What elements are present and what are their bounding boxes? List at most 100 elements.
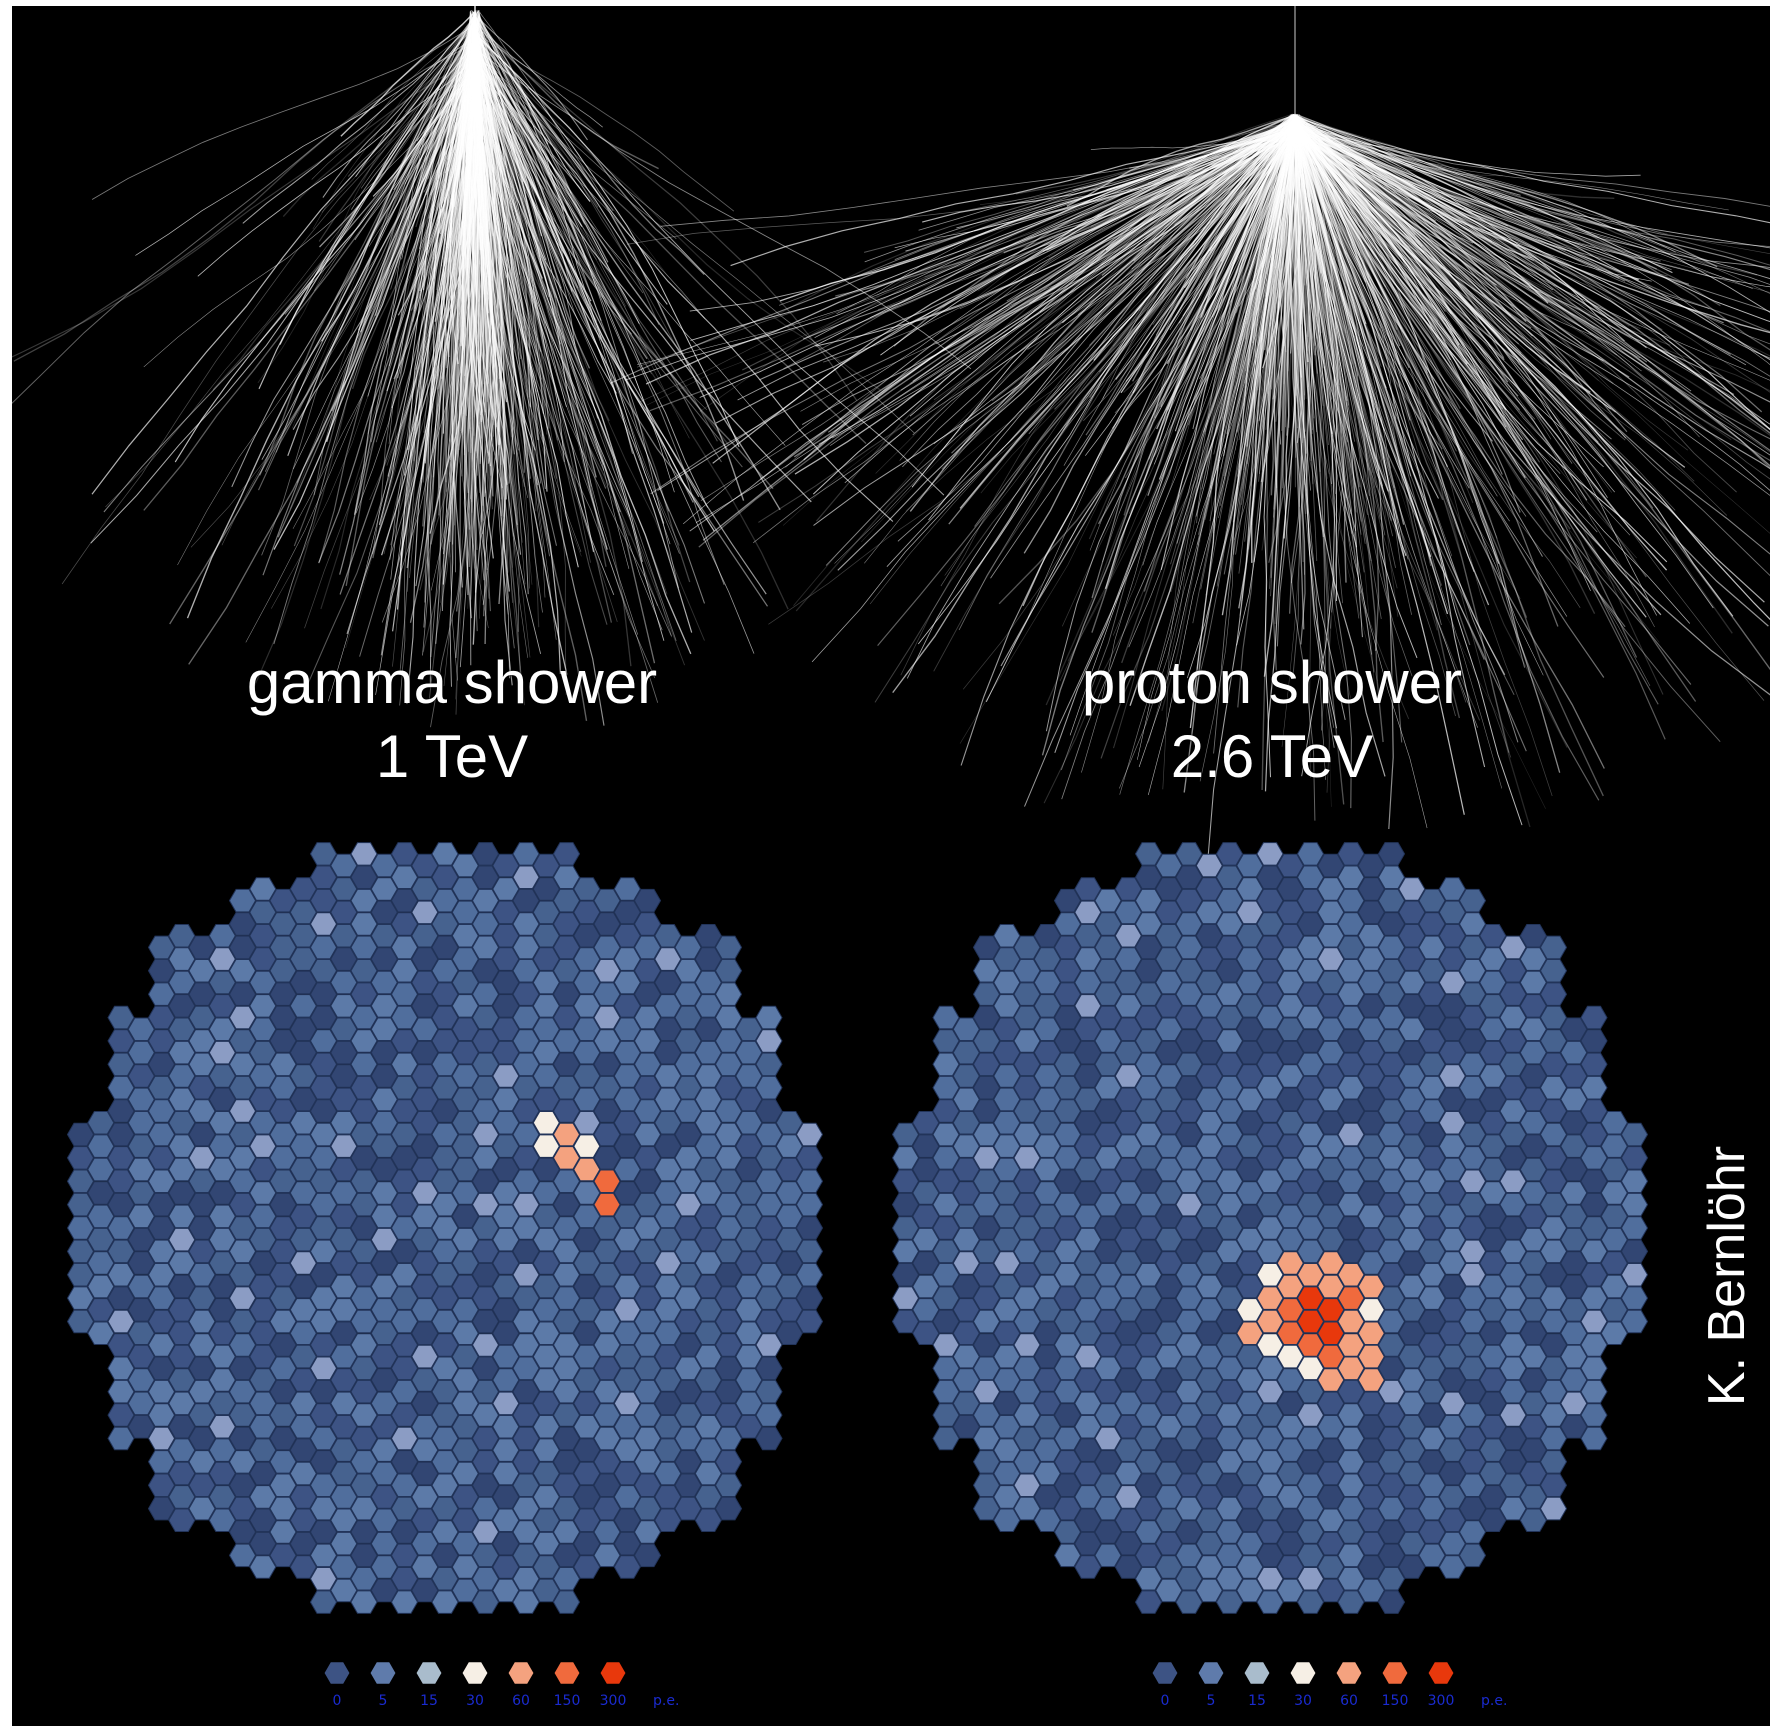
shower-track [700,115,1297,502]
shower-track [479,62,671,545]
shower-track [1023,129,1295,554]
shower-track [472,61,591,369]
shower-track [322,11,479,198]
shower-track [1291,114,1508,227]
shower-track [1088,133,1298,540]
shower-track [880,113,1295,356]
shower-track [475,39,882,391]
shower-track [463,9,476,260]
shower-track [467,17,495,376]
shower-track [1296,132,1392,521]
shower-track [474,9,500,432]
shower-track [1292,125,1467,703]
shower-track [479,15,521,275]
shower-track [1296,132,1440,204]
shower-track [472,30,740,448]
shower-track [61,47,477,585]
shower-track [1211,123,1297,318]
shower-track [474,9,484,311]
shower-track [479,43,603,537]
shower-track [1198,113,1296,535]
shower-track [463,9,476,229]
shower-track [474,9,484,236]
shower-track [1142,129,1294,566]
shower-track [1063,125,1292,431]
legend-label: 60 [512,1693,530,1709]
shower-track [473,49,640,324]
shower-track [13,13,475,362]
shower-track [1295,121,1544,676]
shower-track [474,9,485,288]
shower-track [1298,127,1612,440]
proton-energy: 2.6 TeV [1170,723,1374,790]
legend-swatch [1151,1661,1179,1685]
shower-track [1292,121,1442,626]
shower-track [469,13,610,422]
shower-track [1296,128,1418,659]
shower-track [436,61,478,385]
shower-track [886,128,1292,568]
shower-track [1293,122,1733,634]
shower-track [474,67,680,554]
shower-track [474,9,493,510]
shower-track [449,68,472,461]
shower-track [1137,132,1294,760]
shower-track [419,45,485,591]
shower-track [473,29,706,604]
shower-track [471,27,700,498]
shower-track [476,33,573,292]
shower-track [461,9,476,328]
shower-track [474,9,491,388]
shower-track [1294,129,1503,475]
shower-track [463,9,476,303]
shower-track [463,9,476,215]
shower-track [1294,113,1352,514]
shower-track [860,118,1293,543]
shower-track [1294,113,1321,472]
shower-track [1297,127,1486,768]
shower-track [1294,113,1361,594]
shower-track [475,23,599,208]
shower-track [340,11,476,137]
shower-track [1292,116,1384,743]
shower-track [1290,116,1311,584]
shower-track [470,67,663,631]
shower-track [476,62,652,375]
shower-track [474,34,705,275]
shower-track [1293,127,1729,211]
shower-track [1237,113,1296,477]
shower-track [475,54,677,239]
shower-track [474,9,484,512]
shower-track [474,9,484,370]
shower-track [1062,114,1298,324]
shower-track [1297,131,1770,431]
shower-track [837,129,1299,571]
shower-track [1291,115,1568,748]
shower-track [12,40,479,404]
shower-track [1295,128,1657,270]
shower-track [699,132,1294,413]
shower-track [287,53,481,457]
legend-swatch [323,1661,351,1685]
shower-track [461,9,476,433]
shower-track [1294,127,1335,485]
shower-track [284,45,480,315]
shower-track [1178,121,1298,324]
shower-track [476,54,509,189]
shower-track [1270,125,1296,496]
shower-track [469,9,476,279]
shower-track [105,25,472,508]
shower-track [1223,133,1298,456]
shower-track [1292,114,1389,492]
shower-track [1263,127,1296,778]
shower-track [1290,121,1602,414]
shower-track [715,120,1298,424]
shower-track [1296,124,1676,253]
shower-track [1296,127,1353,512]
shower-track [468,64,482,568]
shower-track [1297,115,1740,283]
shower-track [1294,113,1346,431]
shower-track [1297,116,1714,609]
shower-track [1245,113,1296,372]
shower-track [1265,113,1296,430]
